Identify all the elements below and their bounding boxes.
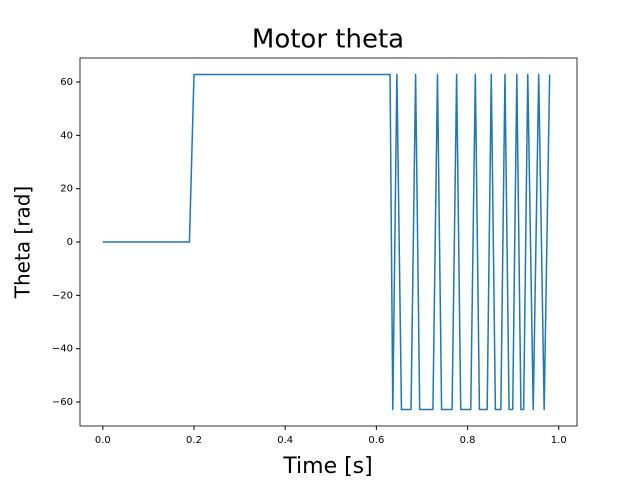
- y-tick-label: 60: [60, 77, 73, 88]
- chart-title: Motor theta: [252, 25, 404, 55]
- y-tick-label: 40: [60, 130, 73, 141]
- x-tick-label: 0.8: [460, 435, 476, 446]
- y-tick-label: −40: [52, 344, 73, 355]
- x-tick-label: 0.4: [277, 435, 293, 446]
- x-tick-label: 0.0: [95, 435, 111, 446]
- x-tick-label: 1.0: [551, 435, 567, 446]
- y-tick-label: 0: [67, 237, 73, 248]
- y-tick-label: 20: [60, 184, 73, 195]
- axes-frame: [79, 57, 578, 427]
- x-tick-label: 0.2: [186, 435, 202, 446]
- data-line: [102, 73, 551, 411]
- y-tick-label: −20: [52, 290, 73, 301]
- y-axis-label: Theta [rad]: [11, 186, 35, 299]
- x-axis-label: Time [s]: [282, 454, 372, 479]
- y-tick-label: −60: [52, 397, 73, 408]
- x-tick-label: 0.6: [368, 435, 384, 446]
